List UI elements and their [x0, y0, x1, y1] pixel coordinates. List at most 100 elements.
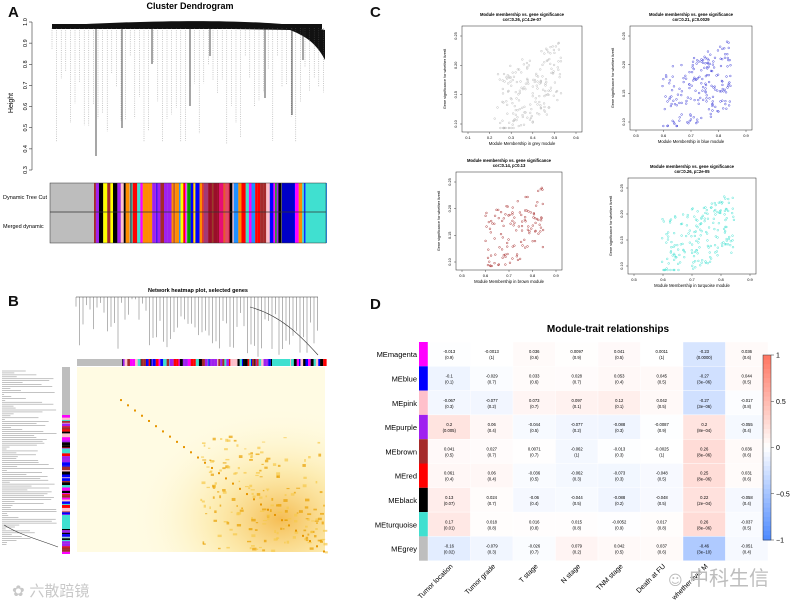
cell-pvalue: (0.5) [530, 428, 539, 433]
scatter-point [686, 213, 689, 217]
heatmap-cell [640, 536, 684, 561]
legend-step [763, 382, 771, 388]
scatter-point [669, 251, 672, 254]
scatter-point [660, 260, 664, 263]
cell-pvalue: (0.8) [657, 525, 666, 530]
scatter-point [528, 231, 531, 235]
scatter-point [683, 251, 686, 254]
scatter-xtick: 0.9 [553, 273, 559, 278]
legend-step [763, 475, 771, 481]
scatter-point [697, 102, 700, 105]
heatmap-cell [682, 414, 726, 440]
scatter-point [688, 71, 691, 74]
cell-correlation: -0.06 [529, 495, 539, 500]
scatter-point [501, 87, 504, 91]
scatter-point [504, 213, 507, 216]
scatter-point [704, 90, 707, 93]
scatter-point [488, 260, 491, 263]
heatmap-cell [427, 390, 471, 416]
scatter-point [712, 66, 716, 69]
cell-pvalue: (0.1) [445, 379, 454, 384]
scatter-point [531, 240, 534, 243]
cell-correlation: -0.0052 [612, 519, 627, 524]
legend-step [763, 438, 771, 444]
scatter-point [701, 61, 705, 64]
cell-correlation: 0.0071 [528, 446, 541, 451]
scatter-point [690, 71, 694, 74]
scatter-point [687, 232, 690, 235]
scatter-point [556, 98, 559, 102]
cell-pvalue: (0.6) [742, 477, 751, 482]
heatmap-cell [512, 366, 556, 391]
scatter-point [509, 64, 512, 68]
scatter-point [668, 96, 672, 99]
scatter-point [541, 63, 544, 66]
scatter-point [701, 214, 705, 217]
scatter-point [690, 243, 694, 246]
scatter-point [554, 45, 557, 48]
cell-pvalue: (0.8) [572, 525, 581, 530]
scatter-point [547, 89, 550, 92]
scatter-point [520, 224, 524, 228]
scatter-xtick: 0.1 [465, 135, 471, 140]
scatter-point [731, 207, 734, 210]
scatter-ylabel: Gene significance for whether liver8 [611, 48, 615, 108]
cell-correlation: 0.036 [529, 349, 540, 354]
scatter-point [523, 111, 526, 114]
cell-pvalue: (1) [574, 452, 580, 457]
module-color-swatch [419, 512, 428, 537]
scatter-point [721, 201, 724, 204]
cell-pvalue: (0.5) [657, 477, 666, 482]
scatter-xtick: 0.8 [530, 273, 536, 278]
scatter-point [686, 96, 689, 99]
scatter-point [690, 251, 694, 255]
scatter-point [521, 244, 524, 247]
cell-pvalue: (0.01) [444, 525, 456, 530]
scatter-point [686, 216, 689, 219]
scatter-point [677, 248, 680, 251]
scatter-point [524, 82, 528, 85]
heatmap-cell [640, 366, 684, 391]
scatter-point [545, 59, 548, 63]
scatter-point [521, 87, 525, 91]
scatter-point [506, 205, 509, 208]
scatter-point [671, 254, 674, 257]
scatter-point [518, 257, 522, 261]
scatter-point [524, 209, 527, 212]
scatter-point [533, 80, 536, 84]
cell-correlation: 0.13 [445, 495, 454, 500]
module-color-swatch [419, 487, 428, 513]
cell-correlation: -0.0013 [485, 349, 500, 354]
scatter-point [539, 187, 542, 191]
scatter-point [516, 200, 519, 203]
scatter-point [725, 208, 728, 211]
scatter-point [673, 103, 677, 106]
cell-pvalue: (0.4) [742, 501, 751, 506]
scatter-point [541, 202, 544, 206]
cell-pvalue: (0.5) [657, 379, 666, 384]
scatter-point [506, 103, 509, 106]
legend-step [763, 355, 771, 361]
scatter-point [528, 59, 532, 62]
scatter-point [540, 186, 543, 189]
scatter-point [515, 80, 519, 84]
scatter-point [537, 232, 540, 235]
scatter-point [559, 56, 562, 59]
scatter-title: Module membership vs. gene significance [650, 164, 735, 169]
scatter-subtitle: cor=0.26, p=2e-05 [674, 169, 710, 174]
cell-correlation: -0.0025 [655, 446, 670, 451]
cell-pvalue: (0.4) [615, 379, 624, 384]
scatter-point [692, 267, 695, 270]
dendrogram-ytick-label: 0.4 [23, 145, 29, 153]
heatmap-cell [725, 390, 769, 416]
cell-correlation: 0.12 [615, 398, 624, 403]
heatmap-cell [470, 487, 514, 513]
heatmap-cell [640, 390, 684, 416]
scatter-point [539, 104, 542, 107]
scatter-point [711, 100, 714, 103]
scatter-point [700, 82, 703, 85]
scatter-point [543, 105, 546, 109]
scatter-point [662, 77, 665, 81]
scatter-point [543, 110, 547, 113]
scatter-point [684, 77, 688, 80]
